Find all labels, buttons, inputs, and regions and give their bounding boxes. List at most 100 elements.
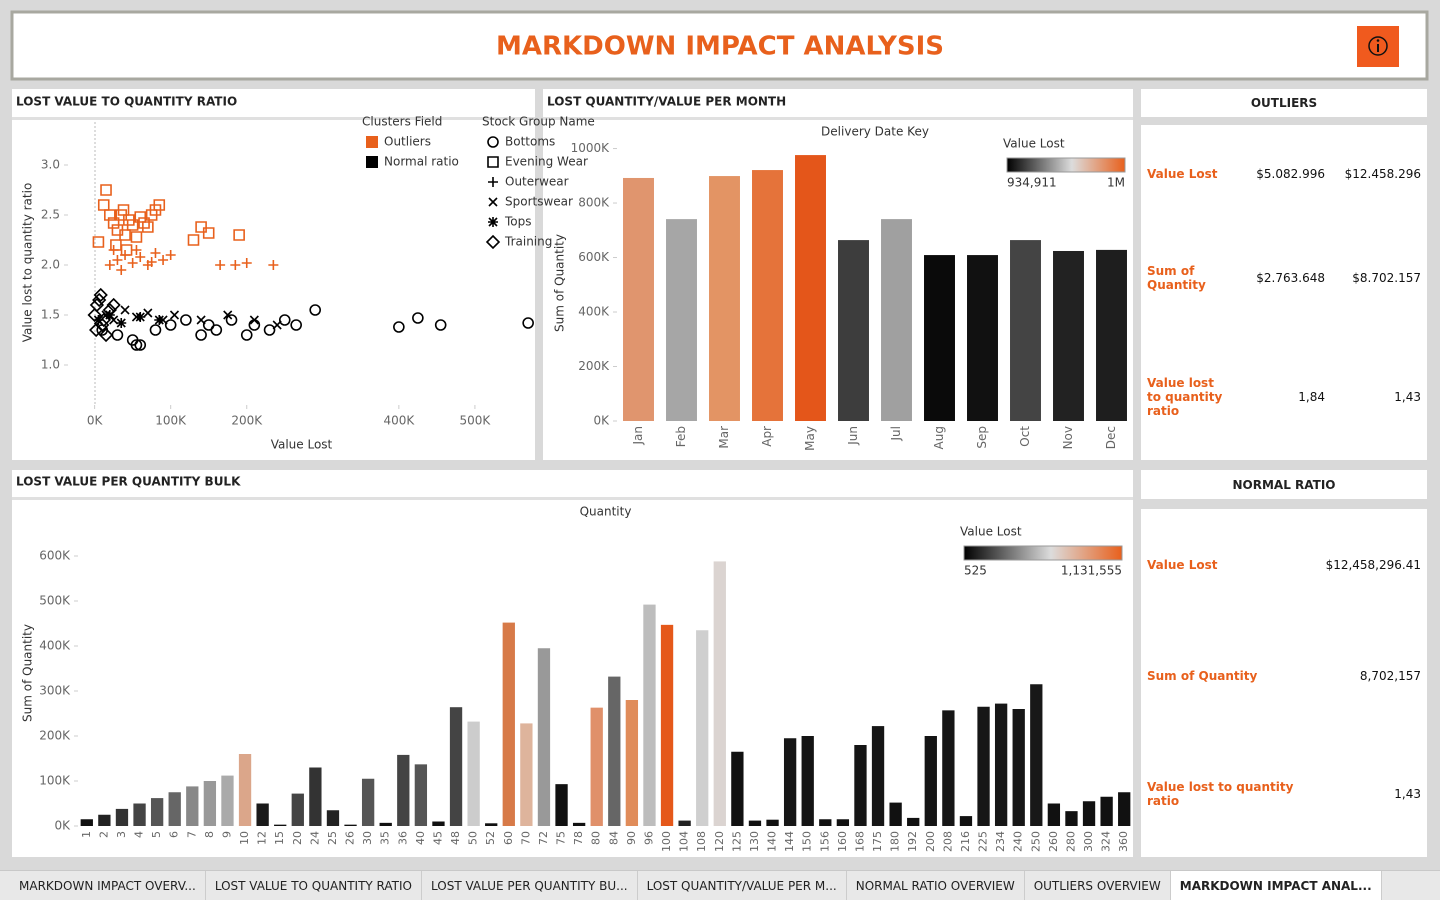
x-tick-label: 9: [220, 831, 233, 838]
x-tick-label: 0K: [87, 414, 104, 428]
tab[interactable]: NORMAL RATIO OVERVIEW: [847, 871, 1025, 900]
x-tick-label: Mar: [717, 426, 731, 449]
scatter-point: [102, 302, 117, 318]
x-tick-label: 100K: [155, 414, 187, 428]
x-tick-label: 225: [977, 831, 990, 852]
scatter-point: [248, 319, 261, 331]
x-tick-label: May: [803, 426, 817, 451]
x-tick-label: 8: [203, 831, 216, 838]
bar: [643, 604, 656, 826]
row-label: Sum of Quantity: [1147, 264, 1206, 293]
tab[interactable]: LOST VALUE PER QUANTITY BU...: [422, 871, 638, 900]
bar: [168, 792, 181, 826]
header: [10, 10, 1429, 81]
bar: [959, 816, 973, 826]
scatter-point: [196, 315, 206, 325]
scatter-point: [233, 229, 245, 241]
bar: [838, 240, 869, 421]
y-tick-label: 1000K: [571, 141, 611, 155]
tab[interactable]: LOST QUANTITY/VALUE PER M...: [638, 871, 847, 900]
x-tick-label: 104: [678, 831, 691, 852]
legend-shape: [487, 136, 499, 148]
panel-title: LOST VALUE TO QUANTITY RATIO: [16, 95, 237, 109]
scatter-point: [149, 204, 162, 216]
normal-ratio-table: Value Lost $12,458,296.41 Sum of Quantity 8…: [1141, 509, 1427, 857]
bar: [1118, 792, 1131, 826]
x-tick-label: 280: [1064, 831, 1077, 852]
scatter-point: [93, 287, 108, 303]
scatter-point: [215, 260, 226, 270]
x-tick-label: 84: [607, 831, 620, 845]
bar: [221, 775, 234, 826]
panel: [12, 89, 535, 460]
row-label: Value lost to quantity ratio: [1147, 780, 1294, 809]
bar: [854, 745, 867, 826]
tab[interactable]: MARKDOWN IMPACT ANAL...: [1170, 871, 1382, 900]
tab[interactable]: LOST VALUE TO QUANTITY RATIO: [206, 871, 422, 900]
y-tick-label: 0K: [593, 414, 610, 428]
bar: [1047, 803, 1061, 826]
x-tick-label: 144: [783, 831, 796, 852]
x-tick-label: 240: [1012, 831, 1025, 852]
x-tick-label: 30: [361, 831, 374, 845]
y-axis-title: Value lost to quantity ratio: [21, 183, 35, 343]
x-tick-label: Nov: [1061, 426, 1075, 449]
y-tick-label: 200K: [578, 359, 610, 373]
x-tick-label: 360: [1117, 831, 1130, 852]
scatter-point: [108, 245, 119, 255]
bar: [186, 786, 199, 826]
scatter-point: [223, 310, 233, 320]
panel-title: LOST VALUE PER QUANTITY BULK: [16, 475, 241, 489]
legend-title: Stock Group Name: [482, 115, 595, 129]
x-tick-label: 160: [836, 831, 849, 852]
bar: [1082, 801, 1096, 826]
scatter-point: [112, 255, 123, 265]
tab[interactable]: MARKDOWN IMPACT OVERV...: [10, 871, 206, 900]
table-row: Sum of Quantity $2.763.648 $8.702.157: [1147, 264, 1421, 292]
x-tick-label: Jul: [889, 426, 903, 441]
scatter-point: [180, 314, 192, 326]
x-tick-label: 216: [959, 831, 972, 852]
bar: [397, 754, 410, 826]
scatter-point: [187, 234, 200, 246]
bar: [1010, 240, 1041, 421]
bar: [977, 706, 990, 826]
scatter-point: [165, 250, 176, 260]
tab[interactable]: OUTLIERS OVERVIEW: [1025, 871, 1171, 900]
bar: [1053, 250, 1084, 421]
x-tick-label: Sep: [975, 426, 989, 449]
legend-label: Tops: [504, 215, 532, 229]
y-tick-label: 3.0: [41, 158, 60, 172]
scatter-point: [131, 245, 142, 255]
x-tick-label: 36: [396, 831, 409, 845]
scatter-point: [96, 312, 111, 328]
x-tick-label: Apr: [760, 426, 774, 447]
x-tick-label: Aug: [932, 426, 946, 449]
legend-label: Training: [504, 235, 552, 249]
row-value: $12,458,296.41: [1325, 557, 1421, 572]
x-tick-label: 400K: [383, 414, 415, 428]
info-button[interactable]: [1357, 26, 1399, 67]
legend-title: Clusters Field: [362, 115, 442, 129]
legend-shape: [487, 156, 499, 168]
scatter-point: [120, 244, 133, 256]
x-tick-label: Jan: [631, 426, 645, 446]
separator: [12, 117, 535, 120]
bar: [80, 819, 93, 826]
x-tick-label: 250: [1029, 831, 1042, 852]
x-axis-title: Quantity: [580, 505, 632, 519]
legend-label: Sportswear: [505, 195, 573, 209]
bar: [115, 808, 129, 826]
scatter-point: [111, 224, 124, 236]
scatter-point: [126, 219, 139, 231]
scatter-point: [149, 324, 162, 336]
legend-title: Value Lost: [960, 525, 1022, 539]
bar: [836, 819, 850, 826]
x-tick-label: 150: [801, 831, 814, 852]
bar: [819, 819, 832, 826]
x-tick-label: 24: [308, 831, 321, 845]
row-value: 1,43: [1394, 787, 1421, 802]
scatter-point: [210, 324, 223, 336]
bar: [713, 561, 726, 826]
